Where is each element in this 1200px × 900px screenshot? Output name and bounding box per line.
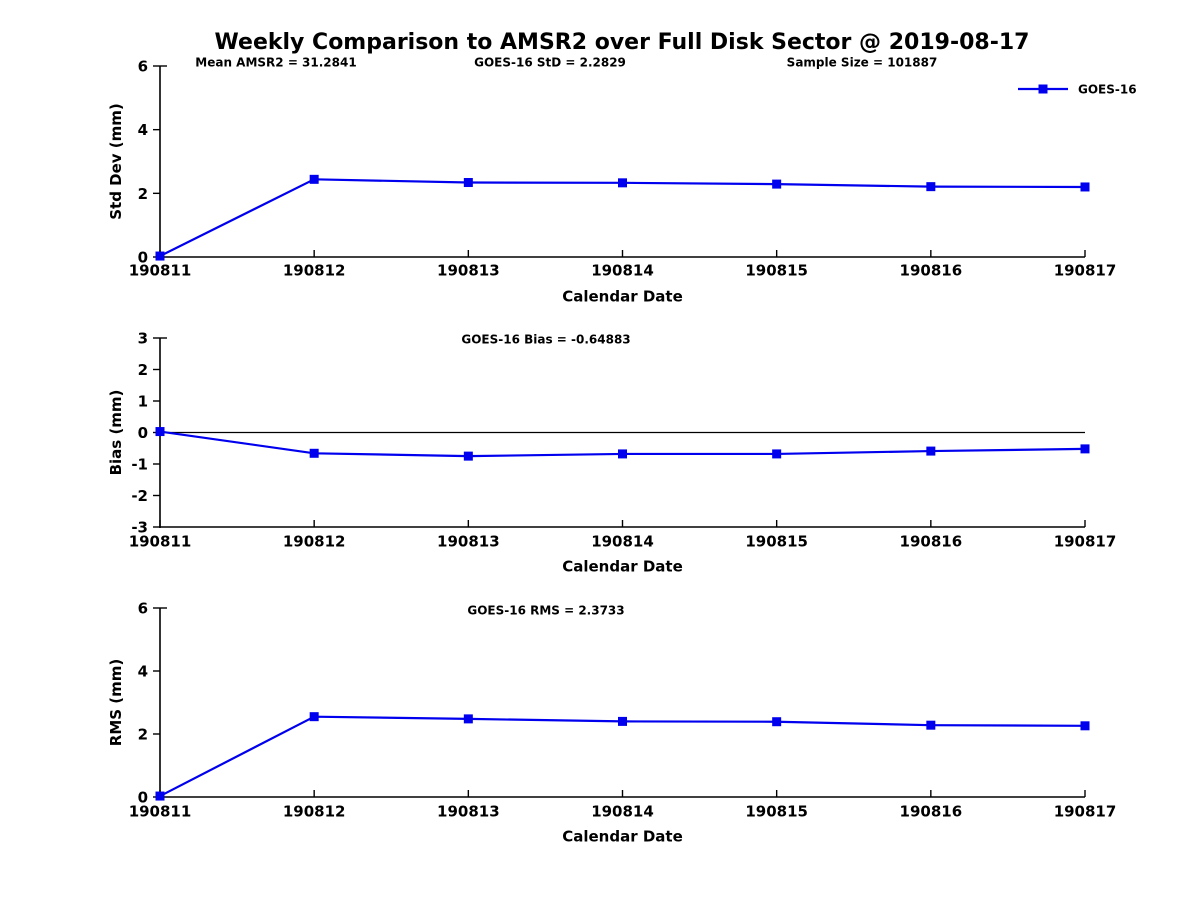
- x-tick-label: 190811: [129, 803, 192, 821]
- x-tick-label: 190816: [900, 803, 963, 821]
- data-point: [772, 449, 782, 459]
- y-tick-label: 2: [138, 361, 148, 379]
- data-point: [463, 178, 473, 188]
- data-line: [159, 715, 1086, 798]
- x-tick-label: 190813: [437, 803, 500, 821]
- y-tick-label: 0: [138, 789, 148, 807]
- legend-marker: [1038, 84, 1048, 94]
- data-point: [463, 451, 473, 461]
- data-point: [1080, 182, 1090, 192]
- data-point: [1080, 444, 1090, 454]
- data-point: [618, 716, 627, 726]
- x-tick-label: 190812: [283, 262, 346, 280]
- y-tick-label: 4: [138, 663, 148, 681]
- data-point: [926, 182, 936, 192]
- x-tick-label: 190813: [437, 262, 500, 280]
- stat-annotation: Mean AMSR2 = 31.2841: [195, 56, 356, 70]
- stat-annotation: Sample Size = 101887: [787, 56, 938, 70]
- data-point: [155, 251, 165, 261]
- subplot-std-dev: 0 2 4 6 190811 190812 190813 190814 190815 190816…: [107, 56, 1137, 306]
- subplot-rms: 0 2 4 6 190811 190812 190813 190814 190815 190816…: [107, 600, 1116, 846]
- data-point: [926, 446, 936, 456]
- y-tick-label: 4: [138, 121, 148, 139]
- x-tick-label: 190814: [591, 803, 654, 821]
- x-axis-label: Calendar Date: [562, 828, 683, 846]
- x-tick-label: 190817: [1054, 262, 1117, 280]
- y-tick-label: 0: [138, 424, 148, 442]
- data-point: [155, 791, 165, 801]
- data-point: [618, 449, 627, 459]
- x-tick-label: 190817: [1054, 803, 1117, 821]
- stat-annotation: GOES-16 StD = 2.2829: [474, 56, 626, 70]
- figure-title: Weekly Comparison to AMSR2 over Full Dis…: [214, 30, 1030, 55]
- x-tick-label: 190812: [283, 803, 346, 821]
- stat-annotation: GOES-16 Bias = -0.64883: [461, 333, 630, 347]
- x-tick-label: 190815: [745, 262, 808, 280]
- data-point: [926, 720, 936, 730]
- data-point: [155, 427, 165, 437]
- y-tick-label: 0: [138, 249, 148, 267]
- data-point: [772, 179, 782, 189]
- data-point: [772, 717, 782, 727]
- data-point: [618, 178, 627, 188]
- data-line: [159, 178, 1086, 258]
- legend-label: GOES-16: [1078, 83, 1137, 97]
- data-point: [463, 714, 473, 724]
- legend: GOES-16: [1018, 83, 1137, 97]
- y-tick-label: 6: [138, 58, 148, 76]
- y-tick-label: -3: [131, 519, 148, 537]
- x-tick-label: 190815: [745, 533, 808, 551]
- y-axis-label: Std Dev (mm): [107, 103, 125, 220]
- x-tick-label: 190816: [900, 533, 963, 551]
- y-tick-label: 1: [138, 393, 148, 411]
- y-tick-label: -1: [131, 456, 148, 474]
- x-tick-label: 190815: [745, 803, 808, 821]
- stat-annotation: GOES-16 RMS = 2.3733: [467, 604, 624, 618]
- x-tick-label: 190817: [1054, 533, 1117, 551]
- y-tick-label: 3: [138, 330, 148, 348]
- x-tick-label: 190814: [591, 262, 654, 280]
- data-point: [309, 448, 319, 458]
- y-tick-label: -2: [131, 487, 148, 505]
- x-tick-label: 190814: [591, 533, 654, 551]
- y-tick-label: 2: [138, 726, 148, 744]
- y-axis-label: RMS (mm): [107, 659, 125, 746]
- data-point: [309, 712, 319, 722]
- x-tick-label: 190811: [129, 533, 192, 551]
- x-axis-label: Calendar Date: [562, 288, 683, 306]
- x-axis-label: Calendar Date: [562, 558, 683, 576]
- x-tick-label: 190812: [283, 533, 346, 551]
- x-tick-label: 190813: [437, 533, 500, 551]
- x-tick-label: 190811: [129, 262, 192, 280]
- y-tick-label: 2: [138, 185, 148, 203]
- data-point: [309, 174, 319, 184]
- data-point: [1080, 721, 1090, 731]
- y-tick-label: 6: [138, 600, 148, 618]
- y-axis-label: Bias (mm): [107, 390, 125, 476]
- subplot-bias: -3 -2 -1 0 1 2 3 190811 190812 190813 190814 190815…: [107, 330, 1116, 576]
- x-tick-label: 190816: [900, 262, 963, 280]
